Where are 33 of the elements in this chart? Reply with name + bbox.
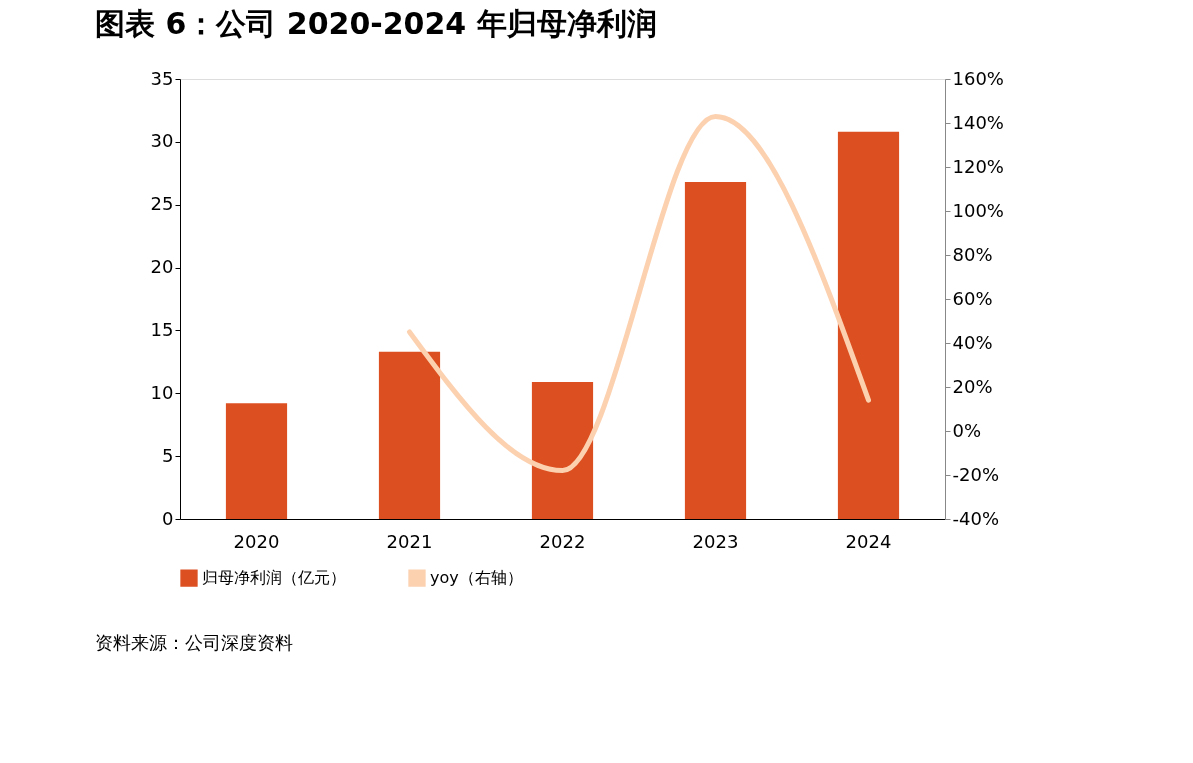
chart-title: 图表 6：公司 2020-2024 年归母净利润 (95, 6, 657, 41)
y-tick-label: 25 (150, 193, 174, 215)
text: 资料来源：公司深度资料 (95, 632, 293, 653)
y2-tick-label: 0% (952, 419, 982, 441)
y2-tick-label: 60% (952, 287, 993, 309)
y-tick-label: 10 (150, 381, 174, 403)
y-tick-label: 15 (150, 318, 174, 340)
legend-label: 归母净利润（亿元） (202, 568, 346, 588)
bar (531, 381, 594, 519)
y-tick-label: 0 (162, 507, 174, 529)
y-tick-label: 5 (162, 444, 174, 466)
bar (225, 403, 288, 519)
x-tick-label: 2022 (539, 530, 586, 552)
y2-tick-label: 80% (952, 243, 993, 265)
bar (837, 131, 900, 519)
x-tick-label: 2023 (692, 530, 739, 552)
bar (684, 182, 747, 519)
legend-label: yoy（右轴） (430, 568, 523, 588)
y2-tick-label: -20% (952, 463, 1000, 485)
y2-tick-label: 120% (952, 155, 1004, 177)
y2-tick-label: 100% (952, 199, 1004, 221)
y2-tick-label: 20% (952, 375, 993, 397)
y-tick-label: 35 (150, 67, 174, 89)
y2-tick-label: 160% (952, 67, 1004, 89)
y2-tick-label: -40% (952, 507, 1000, 529)
x-tick-label: 2021 (386, 530, 433, 552)
y-tick-label: 30 (150, 130, 174, 152)
y2-tick-label: 40% (952, 331, 993, 353)
bar (378, 351, 441, 519)
x-tick-label: 2020 (233, 530, 280, 552)
y2-tick-label: 140% (952, 111, 1004, 133)
y-tick-label: 20 (150, 256, 174, 278)
x-tick-label: 2024 (845, 530, 892, 552)
